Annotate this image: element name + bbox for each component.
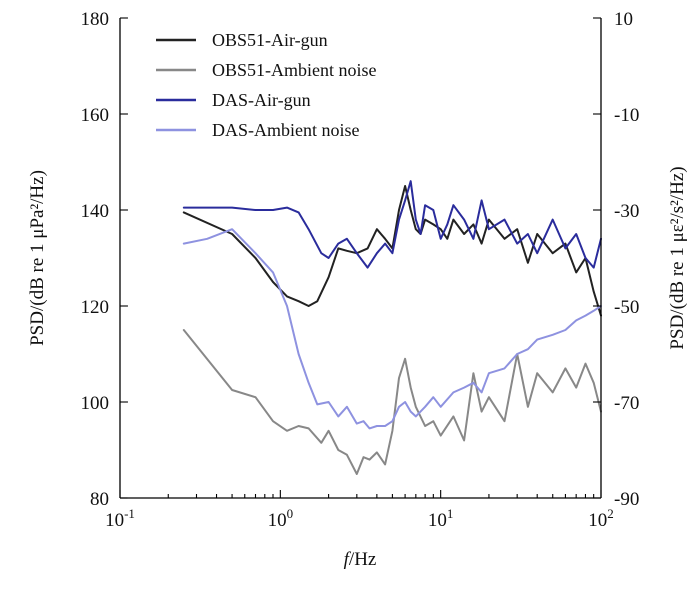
x-axis-title-rest: /Hz bbox=[349, 549, 376, 570]
y-left-tick-label: 180 bbox=[81, 9, 110, 30]
x-tick-label: 100 bbox=[268, 506, 294, 531]
series-line-2 bbox=[182, 329, 602, 475]
x-tick-exponent: 0 bbox=[287, 506, 294, 521]
y-left-tick-label: 140 bbox=[81, 201, 110, 222]
x-tick-label: 102 bbox=[588, 506, 614, 531]
x-tick-exponent: 2 bbox=[607, 506, 614, 521]
y-right-tick-label: -50 bbox=[614, 297, 639, 318]
y-ticks-right: -90 -70 -50 -30 -10 10 bbox=[593, 9, 639, 510]
y-right-tick-label: -10 bbox=[614, 105, 639, 126]
x-tick-base: 10 bbox=[105, 510, 124, 531]
x-axis-title: f/Hz bbox=[344, 549, 377, 570]
x-tick-base: 10 bbox=[268, 510, 287, 531]
legend-label: DAS-Air-gun bbox=[212, 90, 311, 110]
series-layer bbox=[182, 180, 602, 475]
legend-label: DAS-Ambient noise bbox=[212, 120, 360, 140]
y-right-tick-label: -30 bbox=[614, 201, 639, 222]
legend-label: OBS51-Air-gun bbox=[212, 30, 328, 50]
x-ticks: 10-1 100 101 102 bbox=[105, 490, 614, 531]
legend: OBS51-Air-gun OBS51-Ambient noise DAS-Air-… bbox=[156, 30, 377, 140]
x-tick-base: 10 bbox=[588, 510, 607, 531]
x-tick-label: 10-1 bbox=[105, 506, 135, 531]
y-right-tick-label: -70 bbox=[614, 393, 639, 414]
y-left-tick-label: 80 bbox=[90, 489, 109, 510]
y-left-tick-label: 100 bbox=[81, 393, 110, 414]
y-left-tick-label: 120 bbox=[81, 297, 110, 318]
right-y-axis-title: PSD/(dB re 1 με²/s²/Hz) bbox=[667, 166, 688, 349]
left-y-axis-title: PSD/(dB re 1 μPa²/Hz) bbox=[27, 170, 48, 346]
y-right-tick-label: -90 bbox=[614, 489, 639, 510]
x-tick-label: 101 bbox=[428, 506, 454, 531]
legend-label: OBS51-Ambient noise bbox=[212, 60, 377, 80]
series-line-1 bbox=[182, 185, 602, 317]
x-tick-exponent: 1 bbox=[447, 506, 454, 521]
y-left-tick-label: 160 bbox=[81, 105, 110, 126]
x-axis-title-italic: f bbox=[344, 549, 352, 570]
series-line-3 bbox=[182, 180, 602, 269]
y-right-tick-label: 10 bbox=[614, 9, 633, 30]
x-tick-base: 10 bbox=[428, 510, 447, 531]
series-line-4 bbox=[182, 228, 602, 430]
y-ticks-left: 80 100 120 140 160 180 bbox=[81, 9, 128, 510]
x-tick-exponent: -1 bbox=[124, 506, 135, 521]
